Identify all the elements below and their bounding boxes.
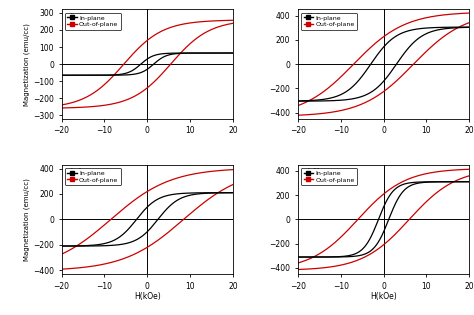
X-axis label: H(kOe): H(kOe) — [134, 292, 161, 301]
X-axis label: H(kOe): H(kOe) — [370, 292, 397, 301]
Text: (d): (d) — [305, 168, 321, 178]
Y-axis label: Magnetization (emu/cc): Magnetization (emu/cc) — [24, 178, 30, 261]
Legend: In-plane, Out-of-plane: In-plane, Out-of-plane — [65, 13, 121, 30]
Text: (b): (b) — [305, 13, 321, 23]
Legend: In-plane, Out-of-plane: In-plane, Out-of-plane — [65, 168, 121, 185]
Legend: In-plane, Out-of-plane: In-plane, Out-of-plane — [301, 168, 357, 185]
Text: (c): (c) — [68, 168, 83, 178]
Y-axis label: Magnetization (emu/cc): Magnetization (emu/cc) — [24, 23, 30, 106]
Text: (a): (a) — [68, 13, 84, 23]
Legend: In-plane, Out-of-plane: In-plane, Out-of-plane — [301, 13, 357, 30]
